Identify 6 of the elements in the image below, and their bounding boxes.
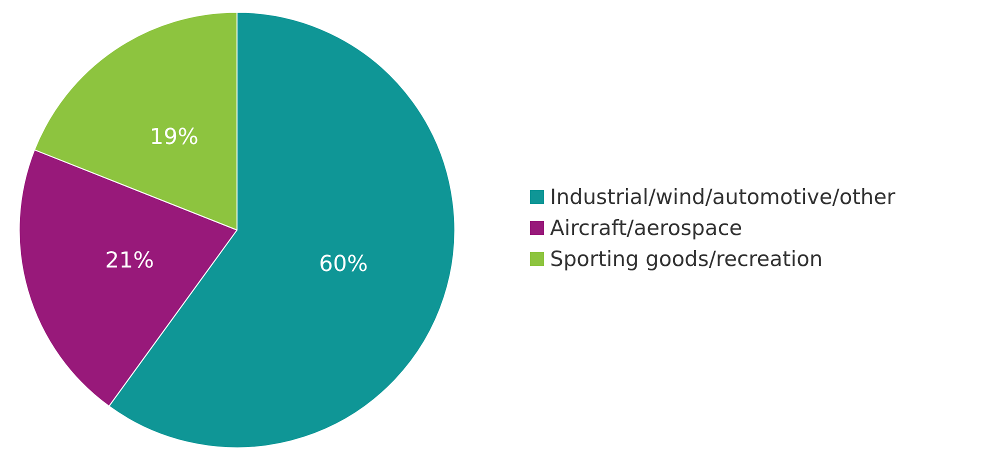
legend-label: Industrial/wind/automotive/other bbox=[550, 185, 896, 209]
data-label: 21% bbox=[105, 248, 154, 274]
legend-label: Aircraft/aerospace bbox=[550, 216, 742, 240]
legend-label: Sporting goods/recreation bbox=[550, 247, 823, 271]
data-label: 60% bbox=[318, 252, 368, 278]
data-label: 19% bbox=[150, 124, 199, 150]
